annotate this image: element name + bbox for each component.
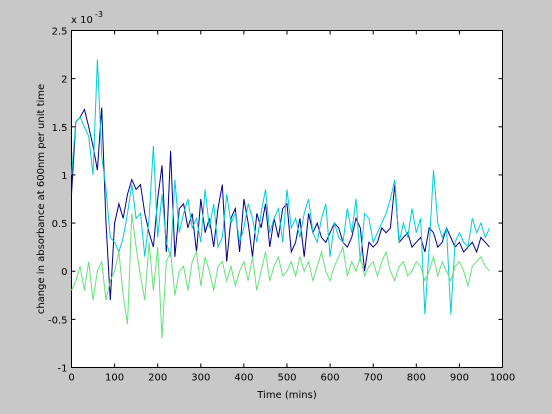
y-tick-label: 2 <box>61 75 67 86</box>
y-axis-label: change in absorbance at 600nm per unit t… <box>36 84 47 314</box>
series-layer <box>71 59 491 339</box>
y-tick-label: 1.5 <box>52 123 68 134</box>
y-tick-label: 0.5 <box>52 219 68 230</box>
ticks-layer: 0 100 200 300 400 500 600 700 800 900 1000 -1 -0.5 0 0… <box>48 27 515 384</box>
y-tick-label: -0.5 <box>48 315 68 326</box>
x-tick-label: 500 <box>277 373 296 384</box>
y-exponent-label: x 10 <box>71 15 93 26</box>
y-tick-label: -1 <box>58 364 68 375</box>
x-tick-label: 0 <box>68 373 74 384</box>
x-tick-label: 800 <box>407 373 426 384</box>
x-tick-label: 100 <box>105 373 124 384</box>
x-tick-label: 200 <box>148 373 167 384</box>
x-tick-label: 1000 <box>490 373 515 384</box>
x-axis-label: Time (mins) <box>256 390 317 401</box>
x-tick-label: 400 <box>234 373 253 384</box>
x-tick-label: 700 <box>364 373 383 384</box>
y-tick-label: 2.5 <box>52 27 68 38</box>
series-line-2 <box>71 59 491 315</box>
y-tick-label: 0 <box>61 267 67 278</box>
y-tick-label: 1 <box>61 171 67 182</box>
x-tick-label: 900 <box>450 373 469 384</box>
x-tick-label: 300 <box>191 373 210 384</box>
series-line-3 <box>71 213 490 339</box>
plot-area <box>71 30 503 368</box>
y-exponent-power: -3 <box>95 10 103 19</box>
x-tick-label: 600 <box>321 373 340 384</box>
